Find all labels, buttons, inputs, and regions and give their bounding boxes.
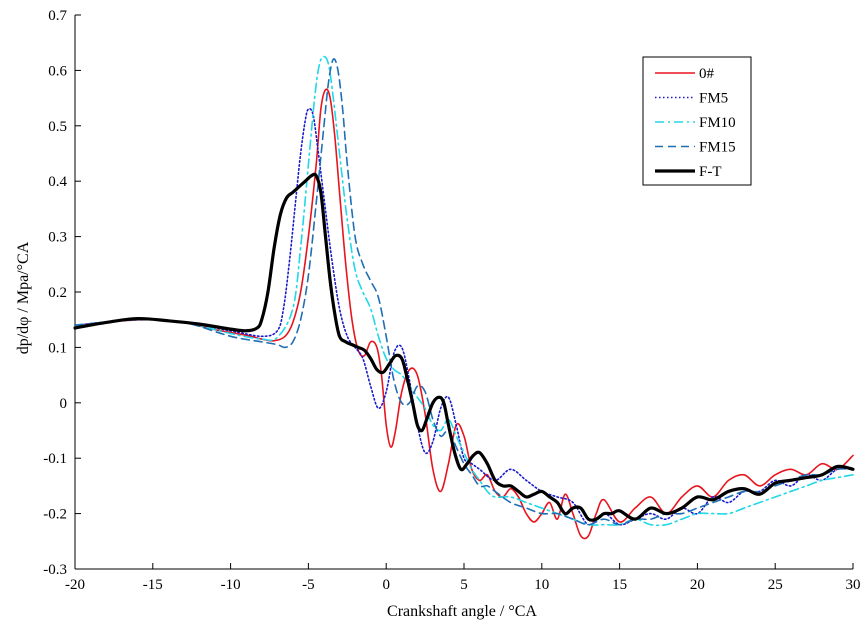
legend-box <box>642 56 752 186</box>
series-line-fm5 <box>74 107 854 526</box>
x-tick-label: 20 <box>690 577 705 593</box>
x-tick-label: 30 <box>846 577 861 593</box>
x-tick-label: -15 <box>143 577 163 593</box>
series-line-f-t <box>73 172 855 522</box>
legend: 0# FM5 FM10 FM15 F-T <box>642 56 752 186</box>
series-lines <box>73 55 855 540</box>
x-tick-label: -5 <box>302 577 315 593</box>
y-tick-label: -0.2 <box>43 507 67 523</box>
x-tick-label: 25 <box>768 577 783 593</box>
x-axis-label: Crankshaft angle / °CA <box>387 603 537 620</box>
y-tick-label: 0.3 <box>48 230 67 246</box>
legend-label: FM15 <box>699 140 736 156</box>
legend-label: F-T <box>699 164 722 180</box>
series-line-fm15 <box>74 58 854 526</box>
y-tick-label: 0.6 <box>48 63 67 79</box>
y-tick-label: 0.5 <box>48 119 67 135</box>
legend-label: FM10 <box>699 115 736 131</box>
x-tick-label: 15 <box>612 577 627 593</box>
y-axis-label: dp/dφ / Mpa/°CA <box>15 241 32 354</box>
y-axis-ticks: -0.3 -0.2 -0.1 0 0.1 0.2 0.3 0.4 0.5 0.6 0.7 <box>43 8 81 578</box>
x-tick-label: -20 <box>65 577 85 593</box>
x-tick-label: 0 <box>382 577 390 593</box>
y-tick-label: 0.4 <box>48 174 67 190</box>
y-tick-label: -0.3 <box>43 562 67 578</box>
y-tick-label: -0.1 <box>43 451 67 467</box>
legend-label: FM5 <box>699 91 728 107</box>
x-tick-label: 10 <box>534 577 549 593</box>
x-tick-label: -10 <box>221 577 241 593</box>
y-tick-label: 0.7 <box>48 8 67 24</box>
x-axis-ticks: -20 -15 -10 -5 0 5 10 15 20 25 30 <box>65 563 861 593</box>
x-tick-label: 5 <box>460 577 468 593</box>
legend-label: 0# <box>699 66 715 82</box>
y-tick-label: 0.2 <box>48 285 67 301</box>
series-line-fm10 <box>74 55 854 527</box>
y-tick-label: 0 <box>60 396 68 412</box>
y-tick-label: 0.1 <box>48 340 67 356</box>
